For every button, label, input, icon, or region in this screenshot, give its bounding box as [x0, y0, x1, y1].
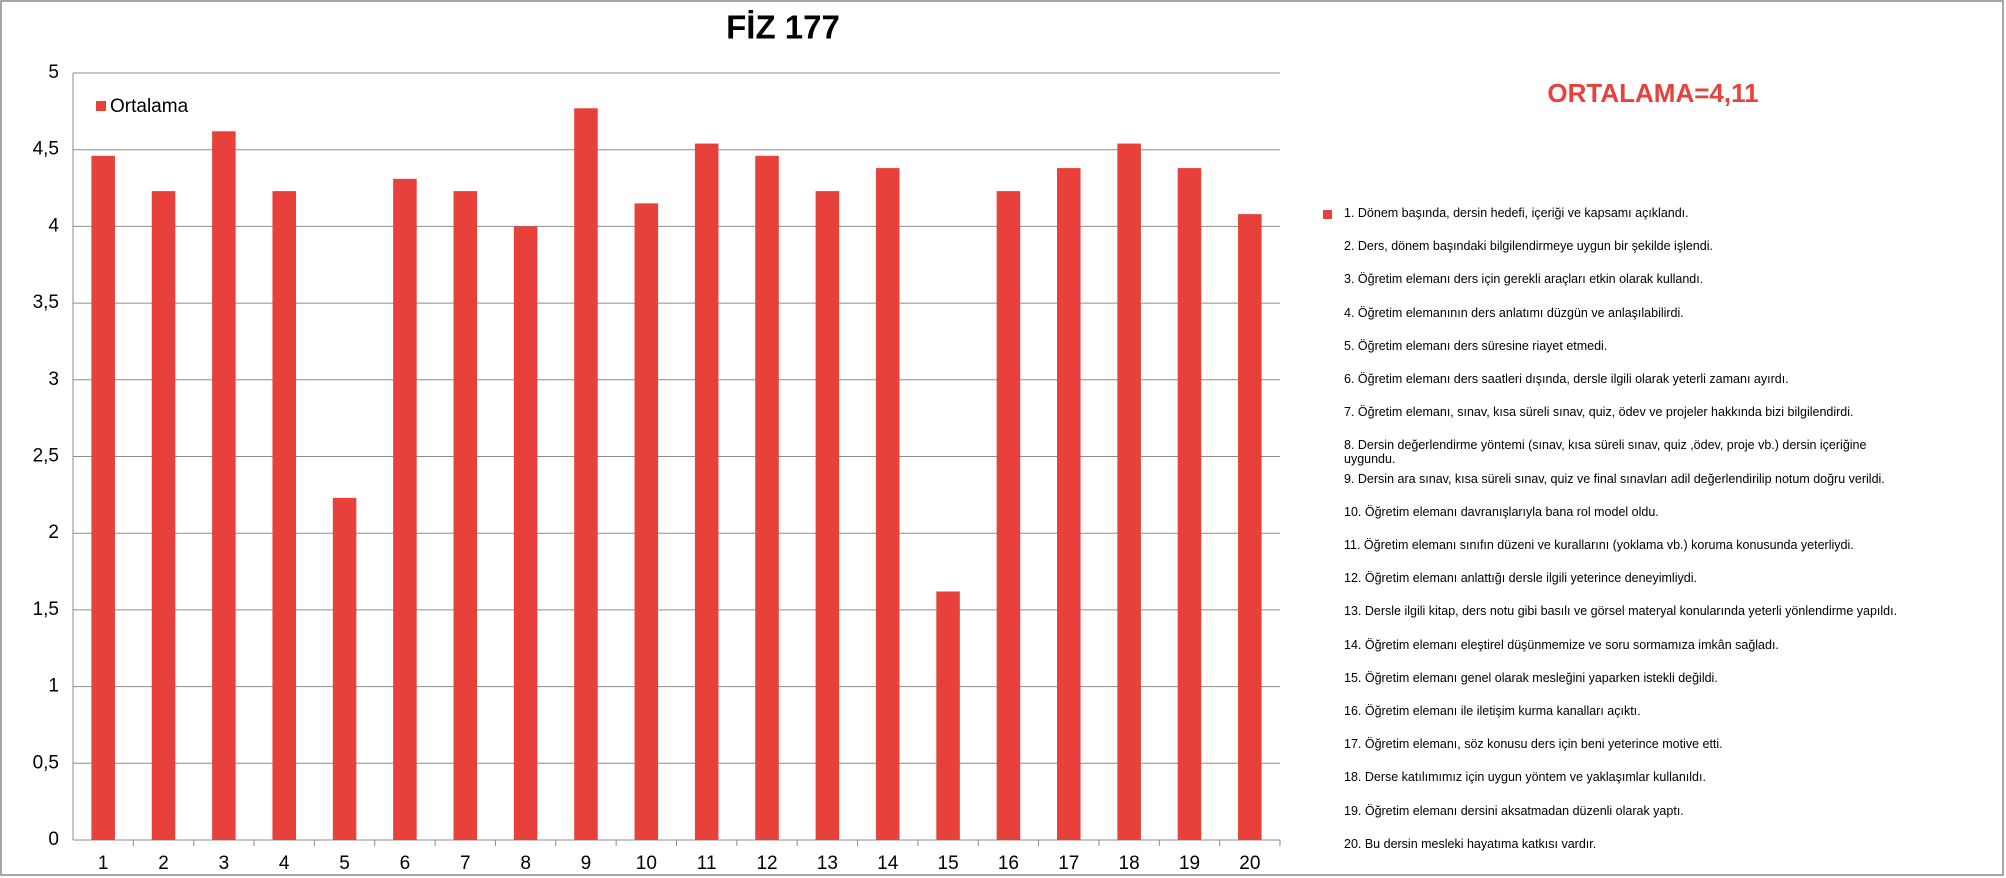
category-note: 11. Öğretim elemanı sınıfın düzeni ve ku… — [1344, 538, 1854, 552]
category-note: 13. Dersle ilgili kitap, ders notu gibi … — [1344, 604, 1898, 619]
category-note: 14. Öğretim elemanı eleştirel düşünmemiz… — [1344, 637, 1779, 652]
category-note: 6. Öğretim elemanı ders saatleri dışında… — [1344, 372, 1789, 386]
x-tick-label: 1 — [98, 853, 109, 874]
y-tick-label: 1 — [48, 676, 59, 697]
bar — [1057, 168, 1081, 840]
x-tick-label: 5 — [339, 853, 350, 874]
category-note: 20. Bu dersin mesleki hayatıma katkısı v… — [1344, 836, 1597, 851]
x-tick-label: 13 — [817, 853, 838, 874]
y-tick-label: 4 — [48, 215, 59, 236]
y-tick-label: 3,5 — [33, 292, 59, 313]
x-tick-label: 19 — [1179, 853, 1200, 874]
category-note: 3. Öğretim elemanı ders için gerekli ara… — [1344, 272, 1704, 287]
bar — [1117, 143, 1141, 841]
x-tick-label: 2 — [158, 853, 169, 874]
bar — [453, 191, 478, 841]
notes-marker — [1323, 210, 1332, 219]
y-tick-label: 0 — [48, 829, 59, 850]
legend-label: Ortalama — [110, 96, 189, 117]
x-tick-label: 15 — [938, 853, 959, 874]
bar — [272, 191, 296, 841]
bar — [755, 155, 779, 840]
x-tick-label: 9 — [581, 853, 592, 874]
category-note: 18. Derse katılımımız için uygun yöntem … — [1344, 770, 1706, 785]
bar — [694, 143, 719, 841]
x-tick-label: 18 — [1119, 853, 1140, 874]
y-tick-label: 0,5 — [33, 752, 59, 773]
bar — [513, 226, 538, 840]
category-note: 1. Dönem başında, dersin hedefi, içeriği… — [1344, 206, 1689, 220]
x-tick-label: 3 — [219, 853, 230, 874]
x-tick-label: 14 — [877, 853, 899, 874]
y-tick-label: 5 — [48, 62, 59, 83]
bar — [996, 191, 1021, 841]
category-note: 16. Öğretim elemanı ile iletişim kurma k… — [1344, 704, 1641, 718]
bar — [875, 168, 900, 840]
bar — [574, 108, 598, 841]
y-tick-label: 4,5 — [33, 139, 59, 160]
y-tick-label: 1,5 — [33, 599, 59, 620]
x-tick-label: 20 — [1239, 853, 1260, 874]
bar — [815, 191, 840, 841]
y-tick-label: 2,5 — [33, 446, 59, 467]
x-tick-label: 4 — [279, 853, 290, 874]
bar — [634, 203, 659, 840]
bar — [393, 178, 417, 840]
bar — [151, 191, 176, 841]
x-tick-label: 8 — [520, 853, 531, 874]
category-note: 8. Dersin değerlendirme yöntemi (sınav, … — [1344, 438, 1867, 467]
x-tick-label: 10 — [636, 853, 657, 874]
bar — [332, 497, 357, 840]
x-tick-label: 6 — [400, 853, 411, 874]
annotation: ORTALAMA=4,11 — [1547, 78, 1758, 108]
category-note: 10. Öğretim elemanı davranışlarıyla bana… — [1344, 504, 1659, 519]
y-tick-label: 3 — [48, 369, 59, 390]
chart-title: FİZ 177 — [726, 9, 840, 46]
bar — [1177, 168, 1202, 840]
category-note: 5. Öğretim elemanı ders süresine riayet … — [1344, 338, 1608, 353]
category-note: 9. Dersin ara sınav, kısa süreli sınav, … — [1344, 471, 1885, 486]
category-note: 2. Ders, dönem başındaki bilgilendirmeye… — [1344, 239, 1713, 254]
bar — [936, 591, 960, 840]
category-note: 7. Öğretim elemanı, sınav, kısa süreli s… — [1344, 405, 1854, 420]
category-note: 19. Öğretim elemanı dersini aksatmadan d… — [1344, 803, 1684, 818]
x-tick-label: 16 — [998, 853, 1019, 874]
y-tick-label: 2 — [48, 522, 59, 543]
x-tick-label: 11 — [697, 853, 717, 874]
bar — [91, 155, 115, 840]
x-tick-label: 17 — [1058, 853, 1079, 874]
category-note: 12. Öğretim elemanı anlattığı dersle ilg… — [1344, 571, 1697, 586]
category-note: 4. Öğretim elemanının ders anlatımı düzg… — [1344, 305, 1684, 320]
bar — [1238, 214, 1262, 841]
x-tick-label: 12 — [756, 853, 777, 874]
category-note: 17. Öğretim elemanı, söz konusu ders içi… — [1344, 737, 1723, 752]
x-tick-label: 7 — [460, 853, 471, 874]
category-note: 15. Öğretim elemanı genel olarak mesleği… — [1344, 670, 1718, 685]
legend-swatch — [96, 101, 106, 111]
bar — [212, 131, 236, 841]
